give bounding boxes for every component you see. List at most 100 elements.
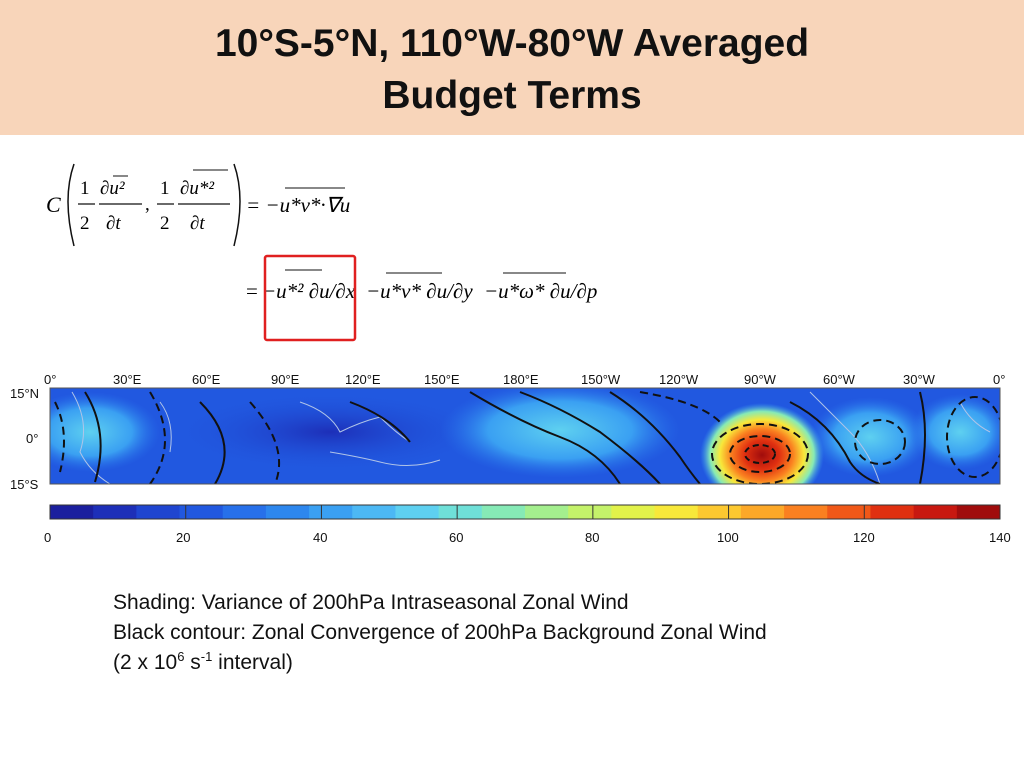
colorbar-segment: [568, 505, 612, 519]
colorbar-tick: 20: [176, 530, 190, 545]
lon-label: 90°W: [744, 372, 777, 387]
colorbar-segment: [265, 505, 310, 519]
lon-label: 120°W: [659, 372, 699, 387]
colorbar-segment: [481, 505, 526, 519]
dark-region: [170, 392, 490, 472]
colorbar-segment: [870, 505, 915, 519]
rhs-advection: = −u*v*·∇u: [246, 193, 350, 217]
coef-c: C: [46, 192, 61, 217]
contour-dashed: [946, 396, 1000, 478]
contour-dashed: [854, 419, 906, 465]
colorbar-segment: [395, 505, 440, 519]
term-2: −u*v* ∂u/∂y: [366, 279, 473, 303]
lat-label: 15°S: [10, 477, 39, 492]
coast-africa: [71, 391, 111, 484]
cyan-region-pacific: [440, 388, 680, 478]
longitude-labels: 0° 30°E 60°E 90°E 120°E 150°E 180°E 150°…: [44, 372, 1005, 387]
title-band: [0, 0, 1024, 135]
colorbar-segment: [136, 505, 181, 519]
lon-label: 60°W: [823, 372, 856, 387]
coast-ocean: [159, 401, 172, 453]
term-3: −u*ω* ∂u/∂p: [484, 279, 597, 303]
lon-label: 30°W: [903, 372, 936, 387]
title-line-2: Budget Terms: [382, 74, 642, 117]
latitude-labels: 15°N 0° 15°S: [10, 386, 39, 492]
lon-label: 90°E: [271, 372, 300, 387]
colorbar-segment: [956, 505, 1001, 519]
colorbar-tick: 80: [585, 530, 599, 545]
colorbar-segment: [179, 505, 224, 519]
colorbar-segment: [309, 505, 353, 519]
colorbar-segment: [654, 505, 699, 519]
variance-map-figure: 0° 30°E 60°E 90°E 120°E 150°E 180°E 150°…: [10, 372, 1011, 545]
map-frame: [49, 387, 1001, 485]
caption-line-1: Shading: Variance of 200hPa Intraseasona…: [113, 591, 629, 614]
colorbar-segment: [50, 505, 94, 519]
lon-label: 30°E: [113, 372, 142, 387]
du2-num: ∂u²: [100, 178, 125, 199]
budget-equation: C 1 2 ∂u² ∂t , 1 2 ∂u*² ∂t = −u*v*·∇u = …: [46, 163, 597, 342]
colorbar-segment: [222, 505, 267, 519]
coast-maritime: [299, 401, 411, 443]
caption-interval-b: s: [184, 651, 201, 674]
contour-dashed: [54, 401, 65, 473]
lon-label: 0°: [44, 372, 56, 387]
caption-interval-c: interval): [212, 651, 293, 674]
eq-sign-2: =: [246, 279, 258, 303]
lon-label: 60°E: [192, 372, 221, 387]
colorbar-segment: [611, 505, 656, 519]
colorbar-segment: [784, 505, 828, 519]
colorbar-segment: [740, 505, 785, 519]
lat-label: 0°: [26, 431, 38, 446]
coast-america: [809, 391, 881, 484]
colorbar-tick: 0: [44, 530, 51, 545]
caption-exponent-1: 6: [177, 649, 185, 664]
half-num-2: 1: [160, 178, 170, 199]
cyan-region-atlantic: [810, 397, 930, 477]
contour-dashed-hotspot: [711, 423, 809, 484]
half-num-1: 1: [80, 178, 90, 199]
title-line-1: 10°S-5°N, 110°W-80°W Averaged: [214, 22, 810, 65]
colorbar: [50, 505, 1001, 519]
contour-dashed: [249, 401, 281, 484]
colorbar-tick: 60: [449, 530, 463, 545]
left-paren: [67, 163, 75, 247]
half-den-2: 2: [160, 213, 170, 234]
colorbar-segment: [913, 505, 958, 519]
colorbar-tick: 140: [989, 530, 1011, 545]
contour-dashed: [639, 391, 721, 423]
colorbar-tick: 40: [313, 530, 327, 545]
colorbar-frame: [49, 504, 1001, 520]
contour-dashed-hotspot: [729, 435, 791, 473]
coast-islands: [329, 451, 441, 466]
lon-label: 150°W: [581, 372, 621, 387]
colorbar-ticks: 0 20 40 60 80 100 120 140: [44, 530, 1011, 545]
highlight-box: [263, 254, 357, 342]
slide-title: 10°S-5°N, 110°W-80°W Averaged Budget Ter…: [0, 18, 1024, 122]
dt-den-1: ∂t: [106, 213, 121, 234]
contour-dashed-hotspot: [744, 444, 776, 464]
term-1: −u*² ∂u/∂x: [262, 279, 356, 303]
hot-spot: [700, 403, 824, 484]
colorbar-segment: [525, 505, 569, 519]
contour-solid: [789, 401, 881, 484]
dt-den-2: ∂t: [190, 213, 205, 234]
colorbar-tick: 100: [717, 530, 739, 545]
colorbar-segment: [697, 505, 742, 519]
caption-line-2: Black contour: Zonal Convergence of 200h…: [113, 621, 767, 644]
figure-caption: Shading: Variance of 200hPa Intraseasona…: [113, 588, 767, 678]
coastlines: [71, 391, 991, 484]
colorbar-tick: 120: [853, 530, 875, 545]
caption-exponent-2: -1: [200, 649, 213, 664]
contour-solid: [469, 391, 621, 484]
contour-solid: [519, 391, 661, 484]
contours: [54, 391, 1000, 484]
contour-solid: [199, 401, 226, 484]
cyan-region-east: [910, 394, 1000, 470]
contour-solid: [919, 391, 926, 484]
colorbar-segment: [438, 505, 483, 519]
contour-solid: [349, 401, 411, 443]
variance-shading: [50, 388, 1000, 484]
lon-label: 0°: [993, 372, 1005, 387]
coast-africa-east: [959, 401, 991, 433]
